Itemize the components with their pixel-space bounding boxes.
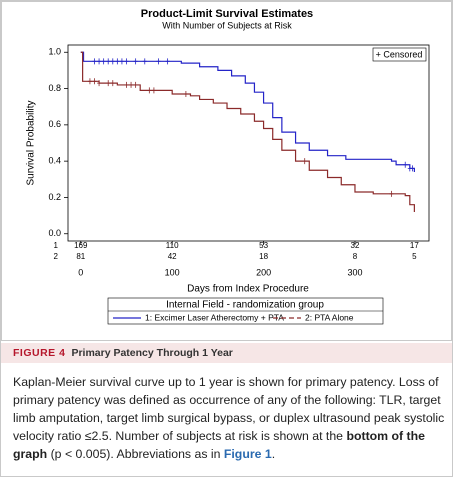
censor-mark — [302, 158, 307, 165]
at-risk-count: 53 — [259, 241, 268, 250]
censor-mark — [92, 58, 97, 65]
censor-mark — [133, 58, 138, 65]
chart-title: Product-Limit Survival Estimates — [141, 8, 313, 20]
censor-mark — [119, 58, 124, 65]
at-risk-count: 42 — [168, 252, 177, 261]
at-risk-count: 110 — [166, 241, 179, 250]
censor-mark — [124, 58, 129, 65]
legend-label: 2: PTA Alone — [305, 312, 354, 322]
censor-mark — [106, 58, 111, 65]
caption-text: Kaplan-Meier survival curve up to 1 year… — [13, 375, 445, 443]
censor-mark — [92, 78, 97, 85]
survival-curve — [80, 51, 415, 212]
censor-mark — [106, 80, 111, 87]
censor-mark — [165, 58, 170, 65]
censor-mark — [115, 58, 120, 65]
at-risk-count: 8 — [353, 252, 358, 261]
caption-text[interactable]: Figure 1 — [223, 447, 272, 461]
figure-title: Primary Patency Through 1 Year — [71, 347, 233, 359]
censor-mark — [110, 58, 115, 65]
plot-frame — [67, 44, 430, 242]
censor-mark — [124, 81, 129, 88]
legend-label: 1: Excimer Laser Atherectomy + PTA — [145, 312, 284, 322]
y-tick-label: 0.8 — [48, 83, 61, 93]
x-tick-label: 300 — [347, 267, 362, 277]
censor-mark — [389, 190, 394, 197]
at-risk-count: 169 — [74, 241, 88, 250]
at-risk-count: 32 — [351, 241, 360, 250]
censor-mark — [410, 165, 415, 172]
caption-bar: FIGURE 4 Primary Patency Through 1 Year — [1, 343, 452, 363]
censor-mark — [129, 81, 134, 88]
censor-mark — [87, 78, 92, 85]
caption-text: bottom of the graph — [13, 429, 425, 461]
chart: Product-Limit Survival Estimates With Nu… — [1, 1, 452, 341]
censor-mark — [403, 161, 408, 168]
censor-mark — [183, 91, 188, 97]
caption-text: . — [271, 447, 276, 461]
x-tick-label: 100 — [165, 267, 180, 277]
x-axis-label: Days from Index Procedure — [187, 284, 309, 295]
x-tick-label: 200 — [256, 267, 271, 277]
censor-mark — [147, 87, 152, 94]
at-risk-count: 17 — [410, 241, 419, 250]
x-tick-label: 0 — [78, 267, 83, 277]
at-risk-count: 5 — [412, 252, 417, 261]
chart-frame — [1, 1, 452, 341]
censor-mark — [156, 58, 161, 65]
censor-legend: + Censored — [376, 49, 423, 59]
caption-text: (p < 0.005). Abbreviations as in — [47, 447, 224, 461]
at-risk-count: 81 — [76, 252, 85, 261]
survival-curve — [80, 51, 415, 173]
at-risk-count: 18 — [259, 252, 268, 261]
censor-mark — [151, 87, 156, 94]
y-tick-label: 0.4 — [48, 156, 61, 166]
figure-label: FIGURE 4 — [13, 347, 66, 359]
caption-body: Kaplan-Meier survival curve up to 1 year… — [13, 373, 445, 463]
y-tick-label: 0.0 — [48, 228, 61, 238]
censor-mark — [97, 58, 102, 65]
censor-legend-box — [372, 47, 427, 62]
y-tick-label: 0.6 — [48, 119, 61, 129]
censor-mark — [101, 58, 106, 65]
y-tick-label: 0.2 — [48, 192, 61, 202]
at-risk-row-label: 2 — [54, 252, 59, 261]
censor-mark — [110, 80, 115, 87]
at-risk-row-label: 1 — [54, 241, 59, 250]
censor-mark — [133, 81, 138, 88]
y-axis-label: Survival Probability — [26, 100, 37, 185]
censor-mark — [97, 80, 102, 87]
y-tick-label: 1.0 — [48, 47, 61, 57]
chart-subtitle: With Number of Subjects at Risk — [162, 20, 292, 30]
censor-mark — [142, 58, 147, 65]
legend-title: Internal Field - randomization group — [166, 300, 324, 311]
